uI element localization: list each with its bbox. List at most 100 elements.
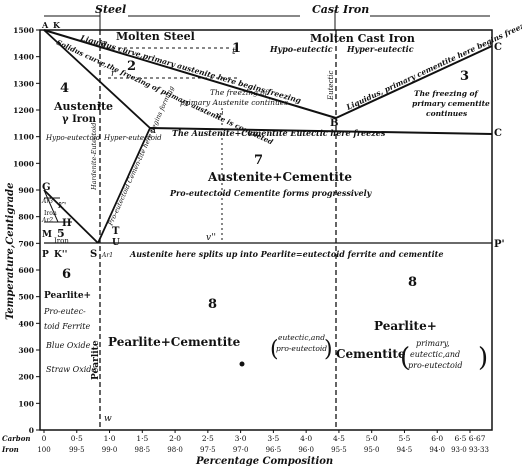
carbon-tick-label: 1·5 [136,434,148,443]
plot-frame [39,29,493,431]
iron-tick-label: 97·0 [233,446,249,454]
y-axis-label: Temperature,Centigrade [5,183,16,320]
region-6: 6 [62,267,71,282]
iron-tick-label: 98·0 [167,446,183,454]
y-tick-label: 600 [18,266,34,275]
y-tick-label: 0 [29,426,34,435]
gamma-iron-label: γ Iron [62,114,97,125]
iron-tick-label: 99·0 [102,446,118,454]
point-G: G [42,182,51,193]
header-cast-iron: Cast Iron [312,3,369,16]
freezing-austenite-label-2: primary Austenite continues [180,98,288,107]
point-C-top: C [494,42,502,53]
region-7: 7 [254,153,263,168]
point-M: M [42,230,52,240]
eutectic-freezes-label: The Austenite+Cementite Eutectic here fr… [172,128,386,138]
region-1: 1 [232,41,241,56]
carbon-tick-label: 0 [42,434,47,443]
y-tick-label: 800 [18,213,34,222]
point-K-prime: K' [57,201,66,210]
pearlite-cementite-label: Pearlite+Cementite [108,335,241,349]
label-ar2: Ar2 [41,217,53,224]
eutectic-line [149,127,493,135]
y-tick-label: 1200 [13,106,34,115]
carbon-tick-label: 1·0 [104,434,116,443]
molten-steel-label: Molten Steel [116,30,195,43]
freezing-cementite-label-1: The freezing of [414,89,480,98]
header-steel: Steel [95,3,126,16]
carbon-tick-label: 5·5 [398,434,410,443]
brace-left-2: ( [400,343,410,373]
freezing-cementite-label-2: primary cementite [412,99,490,108]
brace-right-1: ) [324,337,333,362]
point-K2: K'' [54,250,67,260]
point-A: A [41,20,49,30]
carbon-tick-label: 5·0 [366,434,378,443]
y-tick-label: 300 [18,346,34,355]
cementite-label: Cementite [336,347,406,361]
region-3: 3 [460,69,469,84]
point-C-right: C [494,128,502,139]
point-P-prime: P' [494,239,505,250]
label-ar3: Ar3 [41,198,53,205]
region-8b: 8 [408,275,417,290]
y-tick-label: 500 [18,293,34,302]
label-ar1: Ar1 [101,252,113,259]
y-tick-label: 400 [18,319,34,328]
ar1-line-label: Austenite here splits up into Pearlite=e… [129,249,443,259]
gh-line [43,189,59,223]
point-P: P [42,250,49,260]
point-S: S [90,249,97,260]
y-tick-label: 900 [18,186,34,195]
y-tick-label: 200 [18,373,34,382]
carbon-tick-label: 3·0 [235,434,247,443]
y-tick-label: 100 [18,399,34,408]
y-tick-label: 1400 [13,53,34,62]
iron-tick-label: 95·0 [364,446,380,454]
iron-tick-label: 99·5 [69,446,85,454]
iron-tick-label: 100 [37,446,50,454]
eutectic-and-label-2: eutectic,and [410,350,460,359]
carbon-tick-label: 4·0 [300,434,312,443]
molten-cast-iron-label: Molten Cast Iron [310,32,415,45]
point-t: t [232,47,236,57]
label-iron-small-2: Iron [54,237,69,245]
hypo-eutectic-label: Hypo-eutectic [269,44,333,54]
hyper-eutectic-label: Hyper-eutectic [346,44,414,54]
acm-line [97,127,151,244]
a3-line [43,189,99,244]
iron-tick-label: 97·5 [200,446,216,454]
liquidus-right [335,45,493,119]
point-v2: v'' [206,233,216,243]
point-r: r [111,69,116,79]
label-iron-small: Iron [44,210,57,217]
carbon-tick-label: 6·5 6·67 [454,434,485,443]
carbon-tick-label: 4·5 [333,434,345,443]
brace-left-1: ( [270,337,279,362]
iron-row-label: Iron [1,445,19,454]
blue-oxide-label: Blue Oxide [45,341,91,350]
region-5: 5 [57,227,65,240]
iron-tick-label: 96·0 [298,446,314,454]
iron-tick-label: 95·5 [331,446,347,454]
carbon-tick-label: 0·5 [71,434,83,443]
y-axis: 1500140013001200110010009008007006005004… [13,26,40,435]
pro-eutectoid-label: pro-eutectoid [276,344,327,353]
austenite-label: Austenite [53,100,113,113]
point-v-prime: v' [216,111,224,121]
freezing-austenite-label-1: The freezing of [210,88,269,97]
iron-tick-label: 98·5 [135,446,151,454]
carbon-tick-label: 6·0 [431,434,443,443]
carbon-tick-label: 2·5 [202,434,214,443]
region-2: 2 [127,59,136,74]
iron-tick-label: 94·0 [429,446,445,454]
hardenite-label: Hardenite-Eutectoid [90,123,98,191]
hypo-eutectoid-label: Hypo-eutectoid [45,134,101,142]
carbon-row-label: Carbon [2,434,30,443]
freezing-cementite-label-3: continues [426,109,468,118]
brace-right-2: ) [478,343,488,373]
y-tick-label: 1000 [13,159,34,168]
point-B: B [330,118,338,129]
hyper-eutectoid-label: Hyper-eutectoid [103,134,162,142]
y-tick-label: 1100 [13,133,34,142]
